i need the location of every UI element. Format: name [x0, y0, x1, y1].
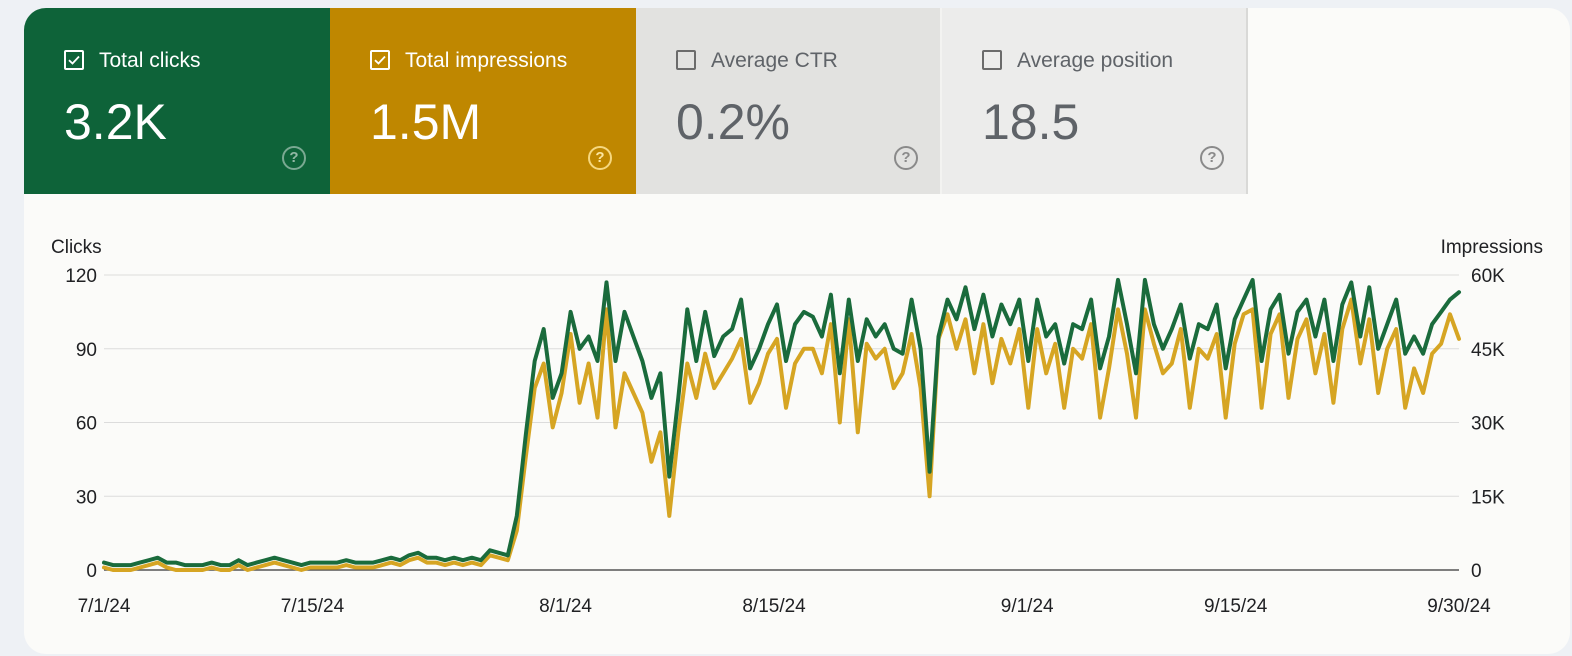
average-ctr-checkbox[interactable] — [676, 50, 696, 70]
help-circle-icon[interactable]: ? — [894, 146, 918, 170]
performance-line-chart: Clicks Impressions 0 30 60 90 120 0 15K 30K 45K… — [51, 237, 1543, 617]
metric-card-total-impressions[interactable]: Total impressions 1.5M ? — [330, 8, 636, 194]
metric-card-average-ctr[interactable]: Average CTR 0.2% ? — [636, 8, 942, 194]
average-ctr-label: Average CTR — [711, 49, 838, 72]
metric-card-total-clicks[interactable]: Total clicks 3.2K ? — [24, 8, 330, 194]
total-clicks-value: 3.2K — [64, 94, 167, 150]
impressions-series-line — [102, 297, 1461, 572]
right-tick-label: 15K — [1471, 487, 1505, 508]
help-circle-icon[interactable]: ? — [588, 146, 612, 170]
x-tick-label: 8/15/24 — [742, 596, 806, 617]
checkmark-icon — [68, 55, 80, 65]
right-tick-label: 60K — [1471, 266, 1505, 287]
x-axis-ticks: 7/1/24 7/15/24 8/1/24 8/15/24 9/1/24 9/15/24 9… — [78, 596, 1492, 617]
average-ctr-value: 0.2% — [676, 94, 790, 150]
average-position-checkbox[interactable] — [982, 50, 1002, 70]
total-clicks-checkbox[interactable] — [64, 50, 84, 70]
x-tick-label: 7/15/24 — [281, 596, 345, 617]
left-tick-label: 90 — [76, 340, 97, 361]
total-impressions-value: 1.5M — [370, 94, 482, 150]
right-tick-label: 0 — [1471, 561, 1482, 582]
performance-panel: Total clicks 3.2K ? Total impressions 1.… — [24, 8, 1570, 654]
left-tick-label: 30 — [76, 487, 97, 508]
right-tick-label: 30K — [1471, 414, 1505, 435]
left-tick-label: 0 — [86, 561, 97, 582]
checkmark-icon — [374, 55, 386, 65]
x-tick-label: 9/15/24 — [1204, 596, 1268, 617]
x-tick-label: 8/1/24 — [539, 596, 592, 617]
right-axis-ticks: 0 15K 30K 45K 60K — [1471, 266, 1505, 582]
x-tick-label: 9/30/24 — [1427, 596, 1491, 617]
total-impressions-checkbox[interactable] — [370, 50, 390, 70]
right-axis-label: Impressions — [1441, 237, 1543, 258]
left-tick-label: 60 — [76, 414, 97, 435]
left-axis-label: Clicks — [51, 237, 102, 258]
x-tick-label: 7/1/24 — [78, 596, 131, 617]
average-position-value: 18.5 — [982, 94, 1080, 150]
total-impressions-label: Total impressions — [405, 49, 568, 72]
clicks-series-line — [102, 277, 1461, 568]
average-position-label: Average position — [1017, 49, 1174, 72]
metric-cards: Total clicks 3.2K ? Total impressions 1.… — [24, 8, 1248, 194]
x-tick-label: 9/1/24 — [1001, 596, 1054, 617]
chart-series — [102, 277, 1461, 572]
help-circle-icon[interactable]: ? — [1200, 146, 1224, 170]
metric-card-average-position[interactable]: Average position 18.5 ? — [942, 8, 1248, 194]
right-tick-label: 45K — [1471, 340, 1505, 361]
left-axis-ticks: 0 30 60 90 120 — [65, 266, 97, 582]
help-circle-icon[interactable]: ? — [282, 146, 306, 170]
total-clicks-label: Total clicks — [99, 49, 201, 72]
left-tick-label: 120 — [65, 266, 97, 287]
